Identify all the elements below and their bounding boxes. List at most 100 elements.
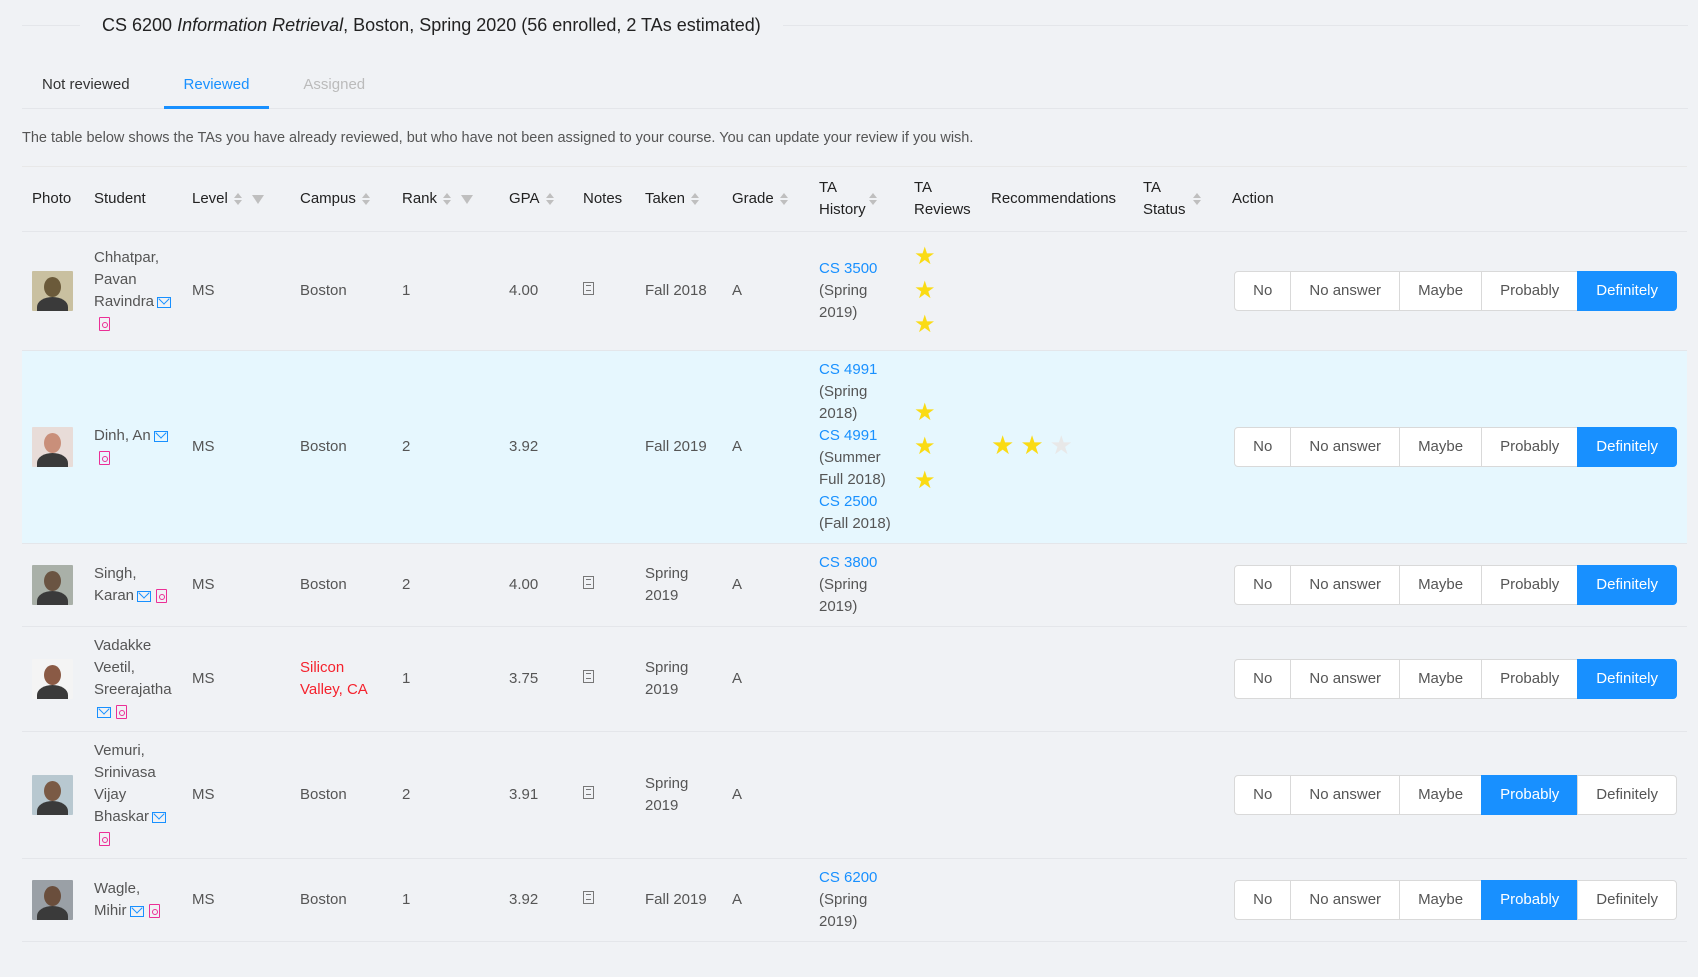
- action-no-answer-button[interactable]: No answer: [1290, 427, 1401, 467]
- divider: [782, 24, 1688, 26]
- ta-history-course-link[interactable]: CS 4991: [819, 361, 878, 378]
- sort-down-icon[interactable]: [361, 200, 370, 205]
- action-definitely-button[interactable]: Definitely: [1577, 565, 1677, 605]
- photo-cell: [22, 350, 84, 544]
- notes-icon[interactable]: [583, 576, 594, 589]
- ta-history-course-link[interactable]: CS 3800: [819, 554, 878, 571]
- column-header[interactable]: Campus: [290, 166, 392, 232]
- sort-down-icon[interactable]: [691, 200, 700, 205]
- pdf-icon[interactable]: [99, 451, 110, 466]
- pdf-icon[interactable]: [99, 832, 110, 847]
- campus-cell: Boston: [290, 231, 392, 351]
- sort-up-icon[interactable]: [545, 193, 554, 198]
- action-maybe-button[interactable]: Maybe: [1399, 565, 1483, 605]
- action-no-button[interactable]: No: [1234, 271, 1292, 311]
- ta-history-course-link[interactable]: CS 4991: [819, 427, 878, 444]
- ta-reviews-cell: ★ ★ ★: [904, 350, 981, 544]
- action-maybe-button[interactable]: Maybe: [1399, 427, 1483, 467]
- sort-icon[interactable]: [361, 193, 370, 205]
- sort-down-icon[interactable]: [779, 200, 788, 205]
- action-definitely-button[interactable]: Definitely: [1577, 659, 1677, 699]
- tab-reviewed[interactable]: Reviewed: [163, 64, 270, 109]
- action-maybe-button[interactable]: Maybe: [1399, 659, 1483, 699]
- sort-down-icon[interactable]: [1193, 200, 1201, 205]
- pdf-icon[interactable]: [148, 904, 160, 919]
- action-probably-button[interactable]: Probably: [1481, 880, 1579, 920]
- column-header[interactable]: GPA: [499, 166, 573, 232]
- tab-not-reviewed[interactable]: Not reviewed: [42, 76, 130, 93]
- notes-icon[interactable]: [583, 891, 594, 904]
- column-header-label: Notes: [583, 190, 623, 207]
- email-icon[interactable]: [152, 811, 167, 823]
- action-no-button[interactable]: No: [1234, 659, 1292, 699]
- pdf-icon[interactable]: [116, 705, 127, 720]
- ta-history-cell: CS 3800 (Spring 2019): [809, 543, 904, 627]
- action-no-answer-button[interactable]: No answer: [1290, 659, 1401, 699]
- sort-up-icon[interactable]: [691, 193, 700, 198]
- action-probably-button[interactable]: Probably: [1481, 775, 1579, 815]
- action-maybe-button[interactable]: Maybe: [1399, 775, 1483, 815]
- action-definitely-button[interactable]: Definitely: [1577, 880, 1677, 920]
- filter-icon[interactable]: [251, 194, 264, 204]
- column-header[interactable]: Level: [182, 166, 290, 232]
- sort-up-icon[interactable]: [1193, 193, 1201, 198]
- column-header-cell: Photo: [32, 188, 74, 210]
- sort-down-icon[interactable]: [869, 200, 877, 205]
- action-definitely-button[interactable]: Definitely: [1577, 271, 1677, 311]
- action-no-button[interactable]: No: [1234, 775, 1292, 815]
- action-probably-button[interactable]: Probably: [1481, 659, 1579, 699]
- action-definitely-button[interactable]: Definitely: [1577, 775, 1677, 815]
- notes-icon[interactable]: [583, 282, 594, 295]
- pdf-icon[interactable]: [99, 317, 110, 332]
- column-header[interactable]: Grade: [722, 166, 809, 232]
- sort-up-icon[interactable]: [361, 193, 370, 198]
- column-header[interactable]: Taken: [635, 166, 722, 232]
- action-no-answer-button[interactable]: No answer: [1290, 271, 1401, 311]
- action-maybe-button[interactable]: Maybe: [1399, 880, 1483, 920]
- action-no-answer-button[interactable]: No answer: [1290, 880, 1401, 920]
- email-icon[interactable]: [153, 430, 168, 442]
- course-code: CS 6200: [102, 14, 173, 35]
- sort-down-icon[interactable]: [545, 200, 554, 205]
- email-icon[interactable]: [129, 905, 144, 917]
- action-no-button[interactable]: No: [1234, 880, 1292, 920]
- sort-down-icon[interactable]: [233, 200, 242, 205]
- sort-icon[interactable]: [691, 193, 700, 205]
- column-header-label: Taken: [645, 190, 686, 207]
- filter-icon[interactable]: [461, 194, 474, 204]
- sort-up-icon[interactable]: [869, 193, 877, 198]
- column-header[interactable]: TA History: [809, 166, 904, 232]
- sort-icon[interactable]: [1193, 193, 1201, 205]
- sort-up-icon[interactable]: [779, 193, 788, 198]
- notes-icon[interactable]: [583, 786, 594, 799]
- sort-icon[interactable]: [545, 193, 554, 205]
- action-no-button[interactable]: No: [1234, 427, 1292, 467]
- pdf-icon[interactable]: [156, 589, 168, 604]
- ta-history-course-link[interactable]: CS 2500: [819, 493, 878, 510]
- action-no-answer-button[interactable]: No answer: [1290, 775, 1401, 815]
- sort-icon[interactable]: [869, 193, 877, 205]
- column-header[interactable]: TA Status: [1133, 166, 1222, 232]
- sort-icon[interactable]: [443, 193, 452, 205]
- action-no-answer-button[interactable]: No answer: [1290, 565, 1401, 605]
- sort-up-icon[interactable]: [443, 193, 452, 198]
- notes-icon[interactable]: [583, 670, 594, 683]
- column-header[interactable]: Rank: [392, 166, 499, 232]
- sort-icon[interactable]: [779, 193, 788, 205]
- ta-history-course-link[interactable]: CS 6200: [819, 869, 878, 886]
- email-icon[interactable]: [137, 590, 152, 602]
- sort-icon[interactable]: [233, 193, 242, 205]
- ta-history-course-link[interactable]: CS 3500: [819, 260, 878, 277]
- sort-down-icon[interactable]: [443, 200, 452, 205]
- action-maybe-button[interactable]: Maybe: [1399, 271, 1483, 311]
- action-probably-button[interactable]: Probably: [1481, 565, 1579, 605]
- email-icon[interactable]: [97, 706, 111, 718]
- action-definitely-button[interactable]: Definitely: [1577, 427, 1677, 467]
- avatar-head: [44, 277, 61, 297]
- email-icon[interactable]: [157, 296, 172, 308]
- action-no-button[interactable]: No: [1234, 565, 1292, 605]
- sort-up-icon[interactable]: [233, 193, 242, 198]
- action-probably-button[interactable]: Probably: [1481, 427, 1579, 467]
- action-probably-button[interactable]: Probably: [1481, 271, 1579, 311]
- level-cell: MS: [182, 626, 290, 732]
